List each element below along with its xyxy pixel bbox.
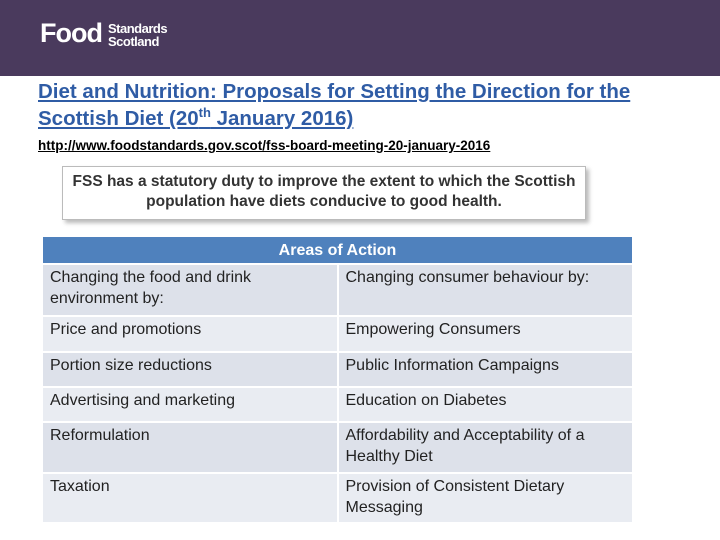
title-text: January 2016) bbox=[210, 107, 354, 130]
table-row: Advertising and marketing Education on Di… bbox=[43, 388, 632, 421]
table-row: Price and promotions Empowering Consumers bbox=[43, 317, 632, 351]
table-header: Areas of Action bbox=[43, 237, 632, 263]
table-row: Reformulation Affordability and Acceptabi… bbox=[43, 423, 632, 472]
header-bar: Food Standards Scotland bbox=[0, 0, 720, 76]
table-cell: Affordability and Acceptability of a Hea… bbox=[338, 423, 632, 472]
title-superscript: th bbox=[198, 105, 211, 121]
url-link[interactable]: http://www.foodstandards.gov.scot/fss-bo… bbox=[38, 138, 491, 153]
table-cell: Empowering Consumers bbox=[338, 317, 632, 351]
table-row: Changing the food and drink environment … bbox=[43, 265, 632, 315]
table-cell: Reformulation bbox=[43, 423, 337, 472]
table-cell: Price and promotions bbox=[43, 317, 337, 351]
logo-line: Standards bbox=[108, 21, 168, 36]
table-cell: Taxation bbox=[43, 474, 337, 522]
callout-box: FSS has a statutory duty to improve the … bbox=[62, 166, 586, 220]
table-row: Portion size reductions Public Informatio… bbox=[43, 353, 632, 386]
table-cell: Public Information Campaigns bbox=[338, 353, 632, 386]
table-cell: Changing the food and drink environment … bbox=[43, 265, 337, 315]
logo-brand: Food bbox=[40, 18, 103, 48]
table: Areas of Action Changing the food and dr… bbox=[43, 237, 632, 524]
title-text: Diet and Nutrition: Proposals for Settin… bbox=[38, 80, 631, 130]
title: Diet and Nutrition: Proposals for Settin… bbox=[38, 78, 658, 132]
table-cell: Provision of Consistent Dietary Messagin… bbox=[338, 474, 632, 522]
table-cell: Portion size reductions bbox=[43, 353, 337, 386]
table-cell: Changing consumer behaviour by: bbox=[338, 265, 632, 315]
table-cell: Advertising and marketing bbox=[43, 388, 337, 421]
table-cell: Education on Diabetes bbox=[338, 388, 632, 421]
logo-line: Scotland bbox=[108, 34, 159, 49]
table-row: Taxation Provision of Consistent Dietary … bbox=[43, 474, 632, 522]
